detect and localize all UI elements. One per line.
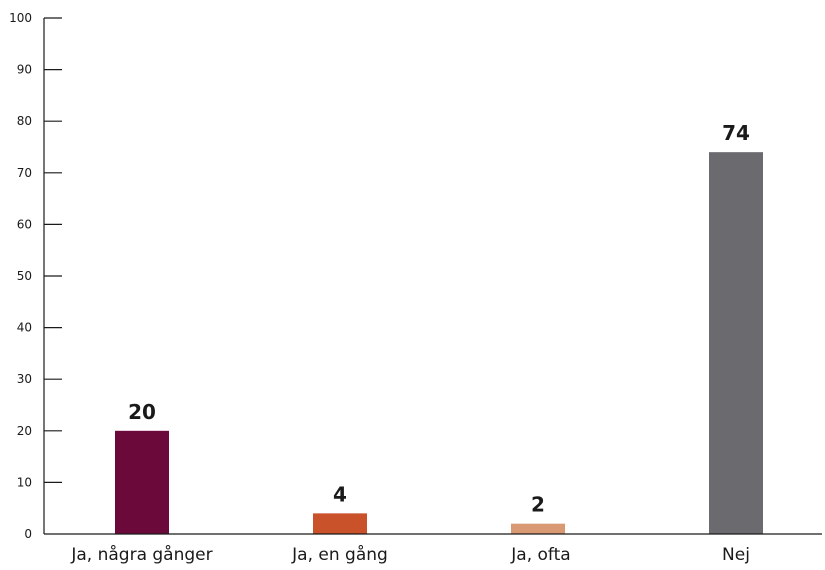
y-tick-label: 70 [17, 166, 32, 180]
y-tick-label: 30 [17, 372, 32, 386]
y-tick-label: 0 [24, 527, 32, 541]
y-axis: 0 10 20 30 40 50 60 70 80 90 100 [9, 11, 62, 541]
bars [115, 152, 763, 534]
x-tick-label: Ja, ofta [510, 545, 570, 565]
y-tick-label: 10 [17, 475, 32, 489]
data-label: 74 [722, 121, 750, 145]
y-tick-label: 90 [17, 63, 32, 77]
y-tick-label: 40 [17, 321, 32, 335]
bar [115, 430, 169, 534]
x-tick-label: Ja, en gång [291, 544, 388, 565]
x-tick-label: Nej [722, 545, 750, 565]
y-tick-label: 50 [17, 269, 32, 283]
value-labels: 20 4 2 74 [128, 121, 750, 517]
x-tick-label: Ja, några gånger [70, 544, 212, 565]
y-tick-label: 80 [17, 114, 32, 128]
data-label: 4 [333, 482, 347, 506]
bar [511, 523, 565, 534]
y-tick-label: 100 [9, 11, 32, 25]
y-tick-label: 20 [17, 424, 32, 438]
bar [313, 513, 367, 534]
x-axis: Ja, några gånger Ja, en gång Ja, ofta Nej [44, 533, 822, 565]
data-label: 2 [531, 493, 545, 517]
y-tick-label: 60 [17, 217, 32, 231]
bar [709, 152, 763, 534]
data-label: 20 [128, 400, 156, 424]
